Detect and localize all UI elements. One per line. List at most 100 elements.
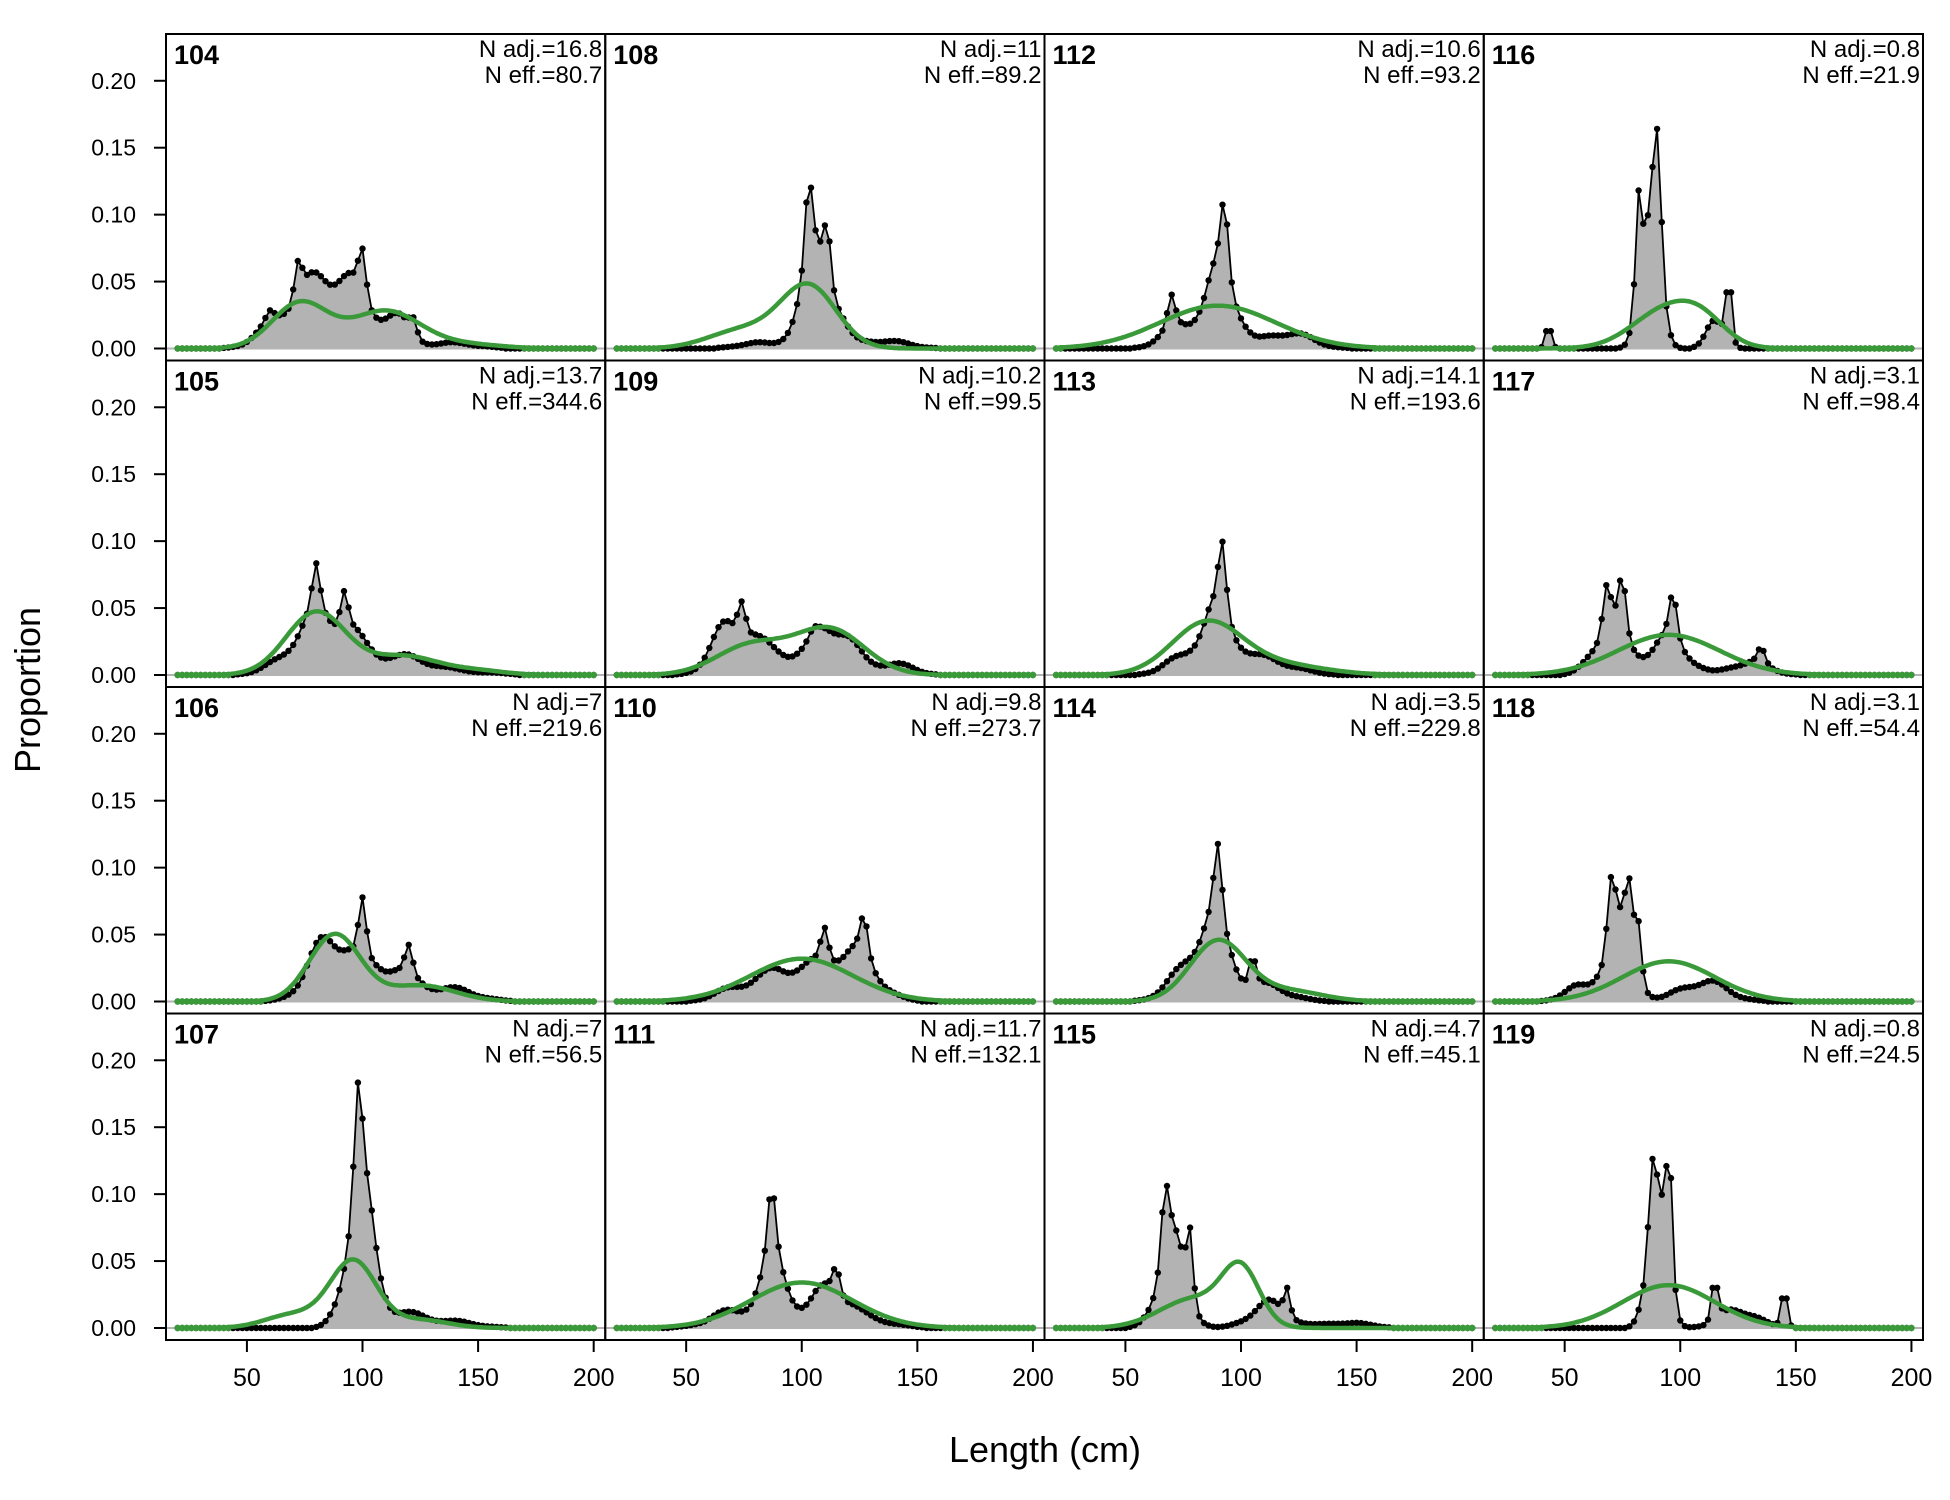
observed-point: [780, 1269, 787, 1276]
expected-point: [216, 671, 223, 679]
observed-area: [1056, 204, 1473, 349]
expected-point: [1099, 998, 1106, 1005]
expected-point: [1459, 1324, 1467, 1332]
observed-point: [290, 1324, 297, 1332]
expected-point: [1806, 345, 1813, 352]
observed-point: [1302, 1320, 1309, 1327]
expected-point: [941, 345, 949, 352]
observed-point: [368, 954, 375, 962]
observed-point: [1117, 345, 1125, 352]
n-eff-label: N eff.=54.4: [1802, 715, 1920, 742]
expected-point: [1427, 345, 1434, 352]
observed-point: [1589, 979, 1596, 986]
observed-point: [1122, 345, 1129, 352]
expected-point: [960, 1324, 967, 1332]
observed-point: [1663, 1162, 1670, 1170]
expected-point: [983, 671, 990, 679]
observed-point: [1727, 988, 1735, 996]
observed-point: [752, 975, 759, 983]
expected-point: [1820, 998, 1827, 1005]
observed-point: [849, 942, 856, 950]
expected-point: [211, 671, 218, 679]
expected-point: [179, 998, 186, 1005]
expected-point: [1071, 1324, 1078, 1332]
expected-point: [632, 1324, 639, 1332]
x-tick-label: 50: [233, 1364, 261, 1392]
expected-point: [1085, 998, 1092, 1005]
observed-line: [1495, 577, 1912, 676]
expected-point: [1422, 1324, 1430, 1332]
observed-point: [1690, 1323, 1698, 1331]
observed-point: [354, 257, 362, 264]
observed-point: [720, 344, 727, 351]
expected-point: [1501, 998, 1508, 1005]
expected-point: [197, 671, 204, 679]
x-tick-label: 50: [1551, 1364, 1579, 1392]
observed-point: [1709, 667, 1716, 674]
expected-point: [1371, 998, 1379, 1005]
observed-point: [807, 184, 815, 191]
n-eff-label: N eff.=24.5: [1802, 1042, 1920, 1069]
observed-point: [1274, 332, 1282, 339]
expected-point: [960, 998, 967, 1005]
observed-area: [1495, 580, 1912, 675]
n-eff-label: N eff.=80.7: [485, 62, 603, 89]
expected-point: [1894, 998, 1901, 1005]
observed-point: [1640, 1282, 1647, 1289]
expected-point: [951, 345, 958, 352]
observed-point: [280, 1324, 288, 1332]
observed-point: [1672, 341, 1679, 349]
observed-point: [789, 318, 796, 326]
observed-point: [1168, 971, 1175, 978]
observed-point: [1186, 647, 1194, 654]
panel-id: 119: [1492, 1020, 1536, 1050]
expected-point: [1875, 1324, 1883, 1332]
expected-point: [636, 998, 644, 1005]
expected-point: [618, 671, 625, 679]
observed-point: [1279, 1297, 1286, 1304]
expected-point: [1395, 1324, 1402, 1332]
observed-point: [1182, 958, 1189, 965]
expected-point: [234, 998, 241, 1005]
expected-point: [1062, 1324, 1069, 1332]
observed-point: [793, 300, 801, 308]
expected-point: [1801, 1324, 1809, 1332]
expected-point: [1076, 998, 1083, 1005]
observed-point: [683, 345, 690, 352]
observed-point: [248, 1324, 255, 1332]
expected-point: [1510, 998, 1518, 1005]
expected-point: [622, 345, 630, 352]
observed-point: [345, 1233, 352, 1240]
expected-point: [941, 1324, 949, 1332]
y-tick-label: 0.00: [91, 336, 136, 362]
observed-point: [363, 1170, 371, 1177]
expected-point: [1450, 345, 1457, 352]
observed-point: [350, 269, 357, 276]
observed-point: [1228, 951, 1236, 959]
observed-point: [1704, 324, 1712, 331]
observed-point: [1649, 1155, 1656, 1163]
observed-point: [350, 621, 357, 628]
observed-point: [317, 587, 325, 594]
observed-point: [1145, 341, 1152, 348]
expected-point: [548, 671, 556, 679]
expected-point: [1103, 671, 1111, 679]
observed-point: [1640, 220, 1647, 227]
expected-point: [581, 998, 588, 1005]
expected-point: [1080, 998, 1088, 1005]
expected-point: [1436, 345, 1444, 352]
expected-point: [937, 671, 944, 679]
x-tick-label: 150: [1775, 1364, 1817, 1392]
expected-point: [1408, 1324, 1416, 1332]
expected-point: [655, 345, 662, 352]
expected-point: [1432, 345, 1439, 352]
expected-point: [544, 345, 551, 352]
y-tick-label: 0.10: [91, 855, 136, 881]
expected-point: [1820, 345, 1827, 352]
expected-point: [179, 671, 186, 679]
expected-point: [1413, 1324, 1420, 1332]
observed-point: [1672, 1286, 1679, 1294]
observed-point: [400, 954, 408, 961]
expected-point: [622, 671, 630, 679]
